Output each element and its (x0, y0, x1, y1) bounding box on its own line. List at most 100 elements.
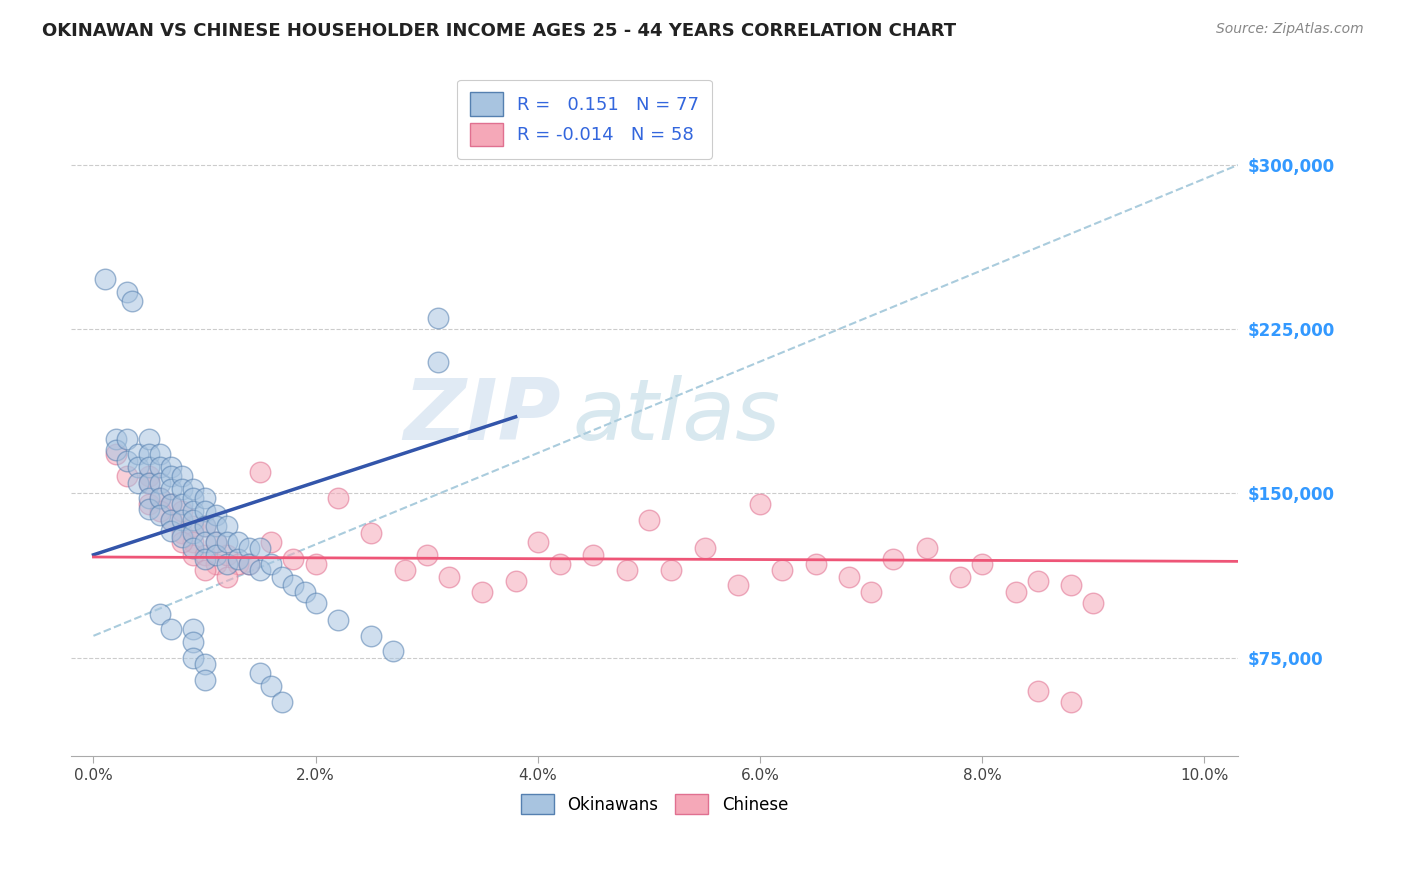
Point (260, 557, 283, 571)
Point (638, 513, 661, 527)
Point (172, 534, 194, 549)
Point (215, 548, 238, 562)
Point (160, 498, 183, 512)
Point (693, 541, 716, 556)
Point (138, 447, 160, 461)
Point (183, 548, 205, 562)
Point (104, 432, 127, 446)
Point (727, 578, 749, 592)
Point (193, 552, 215, 566)
Point (172, 498, 194, 512)
Point (238, 541, 260, 556)
Point (149, 491, 172, 505)
Text: atlas: atlas (572, 376, 780, 458)
Point (204, 508, 226, 523)
Point (149, 475, 172, 490)
Point (226, 552, 249, 566)
Point (215, 519, 238, 533)
Point (115, 469, 138, 483)
Text: OKINAWAN VS CHINESE HOUSEHOLDER INCOME AGES 25 - 44 YEARS CORRELATION CHART: OKINAWAN VS CHINESE HOUSEHOLDER INCOME A… (42, 22, 956, 40)
Point (138, 475, 160, 490)
Point (127, 447, 149, 461)
Point (115, 285, 138, 299)
Point (193, 673, 215, 687)
Point (249, 666, 271, 681)
Point (172, 482, 194, 496)
Point (160, 498, 183, 512)
Point (172, 513, 194, 527)
Point (183, 622, 205, 636)
Point (104, 447, 127, 461)
Point (271, 694, 294, 708)
Point (226, 534, 249, 549)
Point (1026, 574, 1049, 588)
Point (160, 524, 183, 538)
Point (249, 465, 271, 479)
Point (183, 519, 205, 533)
Point (138, 501, 160, 516)
Point (770, 563, 793, 577)
Point (394, 563, 416, 577)
Point (160, 513, 183, 527)
Point (527, 534, 550, 549)
Point (138, 491, 160, 505)
Text: Source: ZipAtlas.com: Source: ZipAtlas.com (1216, 22, 1364, 37)
Point (1083, 596, 1105, 610)
Point (882, 552, 904, 566)
Point (1004, 585, 1026, 599)
Point (193, 563, 215, 577)
Point (193, 534, 215, 549)
Point (172, 525, 194, 540)
Point (127, 460, 149, 475)
Point (183, 482, 205, 496)
Point (1026, 683, 1049, 698)
Point (127, 475, 149, 490)
Point (193, 519, 215, 533)
Point (226, 557, 249, 571)
Point (160, 482, 183, 496)
Point (260, 534, 283, 549)
Point (582, 548, 605, 562)
Point (138, 432, 160, 446)
Point (183, 504, 205, 518)
Point (183, 491, 205, 505)
Point (860, 585, 883, 599)
Point (138, 460, 160, 475)
Point (204, 519, 226, 533)
Point (915, 541, 938, 556)
Point (215, 557, 238, 571)
Point (93, 272, 115, 286)
Point (160, 622, 183, 636)
Point (249, 541, 271, 556)
Point (172, 469, 194, 483)
Point (260, 679, 283, 693)
Point (172, 530, 194, 544)
Point (326, 491, 349, 505)
Point (305, 557, 328, 571)
Point (183, 534, 205, 549)
Point (305, 596, 328, 610)
Point (249, 563, 271, 577)
Point (138, 498, 160, 512)
Point (193, 491, 215, 505)
Point (183, 635, 205, 649)
Point (193, 657, 215, 672)
Point (104, 442, 127, 457)
Point (115, 432, 138, 446)
Point (949, 570, 972, 584)
Point (426, 355, 449, 369)
Point (616, 563, 638, 577)
Point (471, 585, 494, 599)
Point (149, 508, 172, 523)
Point (183, 513, 205, 527)
Point (204, 534, 226, 549)
Point (115, 453, 138, 467)
Point (283, 578, 305, 592)
Point (149, 460, 172, 475)
Point (172, 504, 194, 518)
Point (215, 534, 238, 549)
Point (204, 548, 226, 562)
Point (149, 447, 172, 461)
Point (183, 525, 205, 540)
Point (659, 563, 682, 577)
